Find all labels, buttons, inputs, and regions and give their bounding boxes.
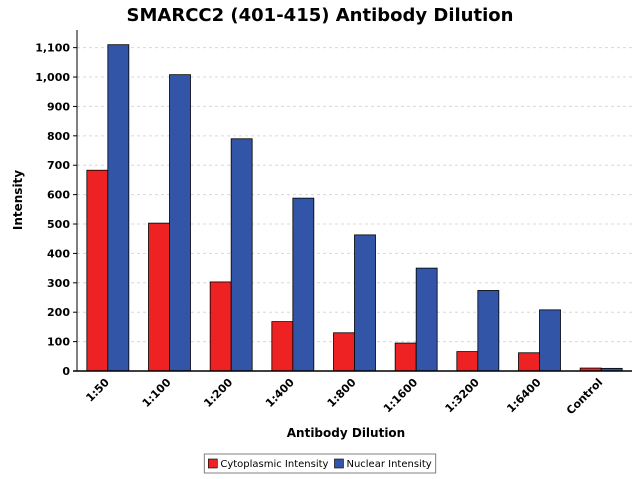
y-tick-label: 700 bbox=[47, 159, 70, 172]
axes bbox=[73, 30, 632, 372]
bar-cytoplasmic bbox=[333, 332, 355, 372]
y-tick-label: 1,100 bbox=[35, 42, 70, 55]
y-tick-label: 400 bbox=[47, 247, 70, 260]
x-tick-label: 1:1600 bbox=[381, 376, 421, 416]
x-tick-label: 1:50 bbox=[83, 376, 112, 405]
legend-swatch-cytoplasmic bbox=[208, 458, 218, 469]
bar-nuclear bbox=[415, 267, 438, 372]
y-tick-label: 200 bbox=[47, 306, 70, 319]
y-tick-label: 600 bbox=[47, 189, 70, 202]
chart-title: SMARCC2 (401-415) Antibody Dilution bbox=[127, 5, 514, 26]
bar-nuclear bbox=[477, 290, 500, 372]
y-tick-label: 100 bbox=[47, 336, 70, 349]
x-tick-label: 1:200 bbox=[201, 376, 235, 410]
bar-cytoplasmic bbox=[209, 281, 232, 372]
legend-label-nuclear: Nuclear Intensity bbox=[346, 459, 431, 470]
legend-box bbox=[203, 453, 437, 474]
bar-nuclear bbox=[292, 197, 315, 372]
bar-cytoplasmic bbox=[271, 321, 294, 372]
bar-nuclear bbox=[539, 309, 561, 372]
y-axis-title: Intensity bbox=[11, 170, 25, 230]
x-tick-label: 1:100 bbox=[140, 376, 174, 410]
y-tick-label: 0 bbox=[62, 365, 70, 378]
bar-cytoplasmic bbox=[86, 169, 109, 372]
x-axis-title: Antibody Dilution bbox=[287, 426, 405, 440]
bar-nuclear bbox=[230, 138, 253, 372]
legend-label-cytoplasmic: Cytoplasmic Intensity bbox=[220, 459, 328, 470]
y-tick-label: 300 bbox=[47, 277, 70, 290]
bar-nuclear bbox=[354, 234, 376, 372]
bar-cytoplasmic bbox=[456, 351, 479, 372]
bar-cytoplasmic bbox=[394, 342, 417, 372]
x-tick-label: 1:6400 bbox=[504, 376, 544, 416]
legend-swatch-nuclear bbox=[334, 458, 344, 469]
bar-cytoplasmic bbox=[148, 222, 170, 372]
legend: Cytoplasmic Intensity Nuclear Intensity bbox=[203, 453, 437, 474]
bar-cytoplasmic bbox=[518, 352, 540, 372]
y-tick-label: 800 bbox=[47, 130, 70, 143]
bar-nuclear bbox=[107, 44, 130, 372]
x-tick-label: 1:400 bbox=[263, 376, 297, 410]
x-tick-label: Control bbox=[564, 376, 605, 417]
y-tick-label: 900 bbox=[47, 100, 70, 113]
bar-nuclear bbox=[169, 74, 191, 372]
x-tick-label: 1:800 bbox=[325, 376, 359, 410]
x-tick-label: 1:3200 bbox=[443, 376, 483, 416]
y-tick-label: 500 bbox=[47, 218, 70, 231]
y-tick-label: 1,000 bbox=[35, 71, 70, 84]
